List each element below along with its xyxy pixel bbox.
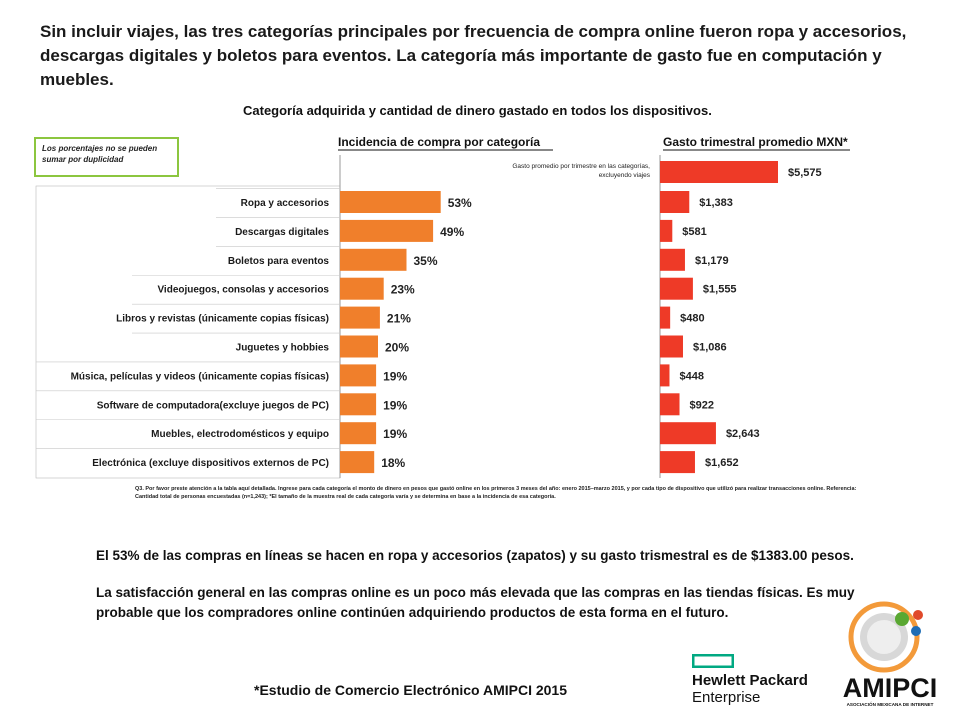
summary-text: El 53% de las compras en líneas se hacen… <box>96 546 896 623</box>
summary-paragraph-2: La satisfacción general en las compras o… <box>96 585 855 620</box>
category-label: Juguetes y hobbies <box>236 343 330 354</box>
incidence-data-label: 23% <box>391 283 415 297</box>
incidence-bar <box>340 364 377 387</box>
spend-data-label: $1,555 <box>703 284 737 296</box>
source-citation: *Estudio de Comercio Electrónico AMIPCI … <box>254 682 568 698</box>
spend-bar <box>660 422 716 445</box>
incidence-data-label: 49% <box>440 225 464 239</box>
spend-bar <box>660 335 683 358</box>
total-row-label-line2: excluyendo viajes <box>599 172 651 179</box>
spend-panel-header: Gasto trimestral promedio MXN* <box>663 135 848 149</box>
category-label-panel <box>35 185 341 479</box>
incidence-panel-header: Incidencia de compra por categoría <box>338 135 540 149</box>
hpe-logo-line1: Hewlett Packard <box>692 672 808 689</box>
total-spend-data-label: $5,575 <box>788 167 822 179</box>
spend-bar <box>660 451 695 474</box>
incidence-data-label: 19% <box>383 369 407 383</box>
spend-bar <box>660 277 693 300</box>
total-row-label-line1: Gasto promedio por trimestre en las cate… <box>512 163 650 170</box>
spend-bar <box>660 364 670 387</box>
category-label: Videojuegos, consolas y accesorios <box>157 285 329 296</box>
spend-data-label: $1,652 <box>705 457 739 469</box>
incidence-bar <box>340 248 407 271</box>
incidence-data-label: 19% <box>383 398 407 412</box>
chart-title: Categoría adquirida y cantidad de dinero… <box>243 103 712 118</box>
hpe-logo-line2: Enterprise <box>692 689 761 706</box>
category-label: Ropa y accesorios <box>241 198 330 209</box>
summary-paragraph-1: El 53% de las compras en líneas se hacen… <box>96 548 854 563</box>
spend-data-label: $922 <box>690 399 714 411</box>
category-label: Software de computadora(excluye juegos d… <box>97 400 329 411</box>
incidence-bar <box>340 422 377 445</box>
spend-data-label: $2,643 <box>726 428 760 440</box>
duplicity-note: Los porcentajes no se pueden sumar por d… <box>34 137 179 177</box>
category-label: Muebles, electrodomésticos y equipo <box>151 429 329 440</box>
incidence-bar <box>340 335 378 358</box>
incidence-bar <box>340 306 380 329</box>
amipci-logo: AMIPCI ASOCIACIÓN MEXICANA DE INTERNET <box>843 601 938 707</box>
hpe-logo: Hewlett Packard Enterprise <box>692 672 808 706</box>
spend-data-label: $1,179 <box>695 255 729 267</box>
chart-footnote: Q3. Por favor preste atención a la tabla… <box>135 486 857 500</box>
spend-bar <box>660 219 673 242</box>
spend-data-label: $448 <box>679 370 703 382</box>
amipci-subtitle: ASOCIACIÓN MEXICANA DE INTERNET <box>847 700 934 707</box>
category-label: Boletos para eventos <box>228 256 330 267</box>
category-label: Descargas digitales <box>235 227 329 238</box>
spend-bar <box>660 191 690 213</box>
incidence-data-label: 18% <box>381 456 405 470</box>
spend-bar <box>660 248 685 271</box>
category-label: Música, películas y videos (únicamente c… <box>71 371 329 382</box>
headline: Sin incluir viajes, las tres categorías … <box>40 22 907 89</box>
incidence-bar <box>340 451 375 474</box>
spend-data-label: $581 <box>682 226 706 238</box>
spend-bar <box>660 393 680 416</box>
incidence-bar <box>340 219 434 242</box>
incidence-data-label: 53% <box>448 196 472 210</box>
category-label: Electrónica (excluye dispositivos extern… <box>92 458 329 469</box>
spend-bar <box>660 306 671 329</box>
incidence-data-label: 19% <box>383 427 407 441</box>
spend-data-label: $480 <box>680 313 704 325</box>
incidence-bar <box>340 393 377 416</box>
incidence-bar <box>340 277 384 300</box>
spend-data-label: $1,086 <box>693 342 727 354</box>
total-spend-bar <box>660 161 778 183</box>
amipci-wordmark: AMIPCI <box>843 673 938 703</box>
category-label: Libros y revistas (únicamente copias fís… <box>116 314 329 325</box>
incidence-bar <box>340 191 441 213</box>
incidence-data-label: 20% <box>385 341 409 355</box>
hpe-logo-mark <box>692 654 734 668</box>
incidence-data-label: 35% <box>414 254 438 268</box>
incidence-data-label: 21% <box>387 312 411 326</box>
spend-data-label: $1,383 <box>699 197 733 209</box>
